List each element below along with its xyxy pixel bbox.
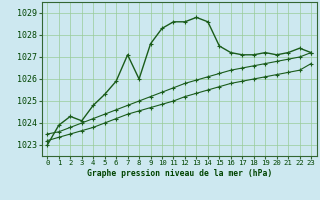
X-axis label: Graphe pression niveau de la mer (hPa): Graphe pression niveau de la mer (hPa) <box>87 169 272 178</box>
